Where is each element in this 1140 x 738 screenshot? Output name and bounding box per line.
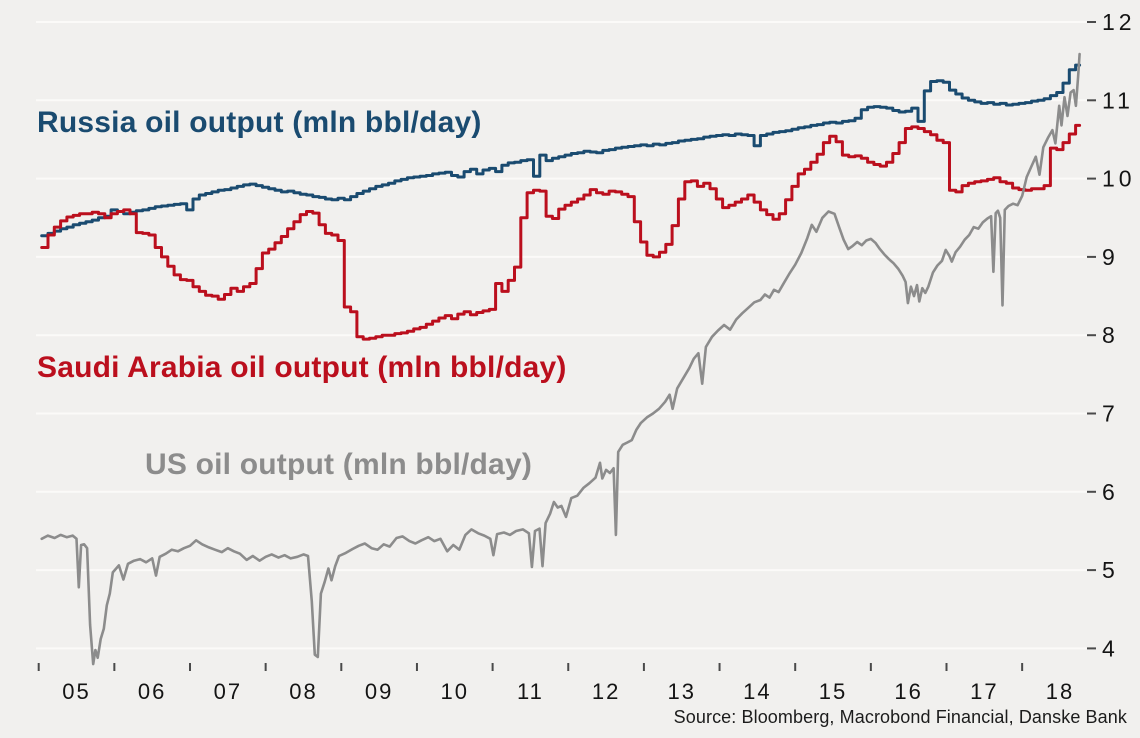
y-tick-label: 5 xyxy=(1102,557,1119,583)
us-line xyxy=(40,52,1081,666)
x-tick-label: 09 xyxy=(365,679,393,704)
x-tick-label: 10 xyxy=(441,679,469,704)
y-tick-label: 9 xyxy=(1102,244,1119,270)
x-tick-label: 14 xyxy=(743,679,771,704)
y-tick-label: 12 xyxy=(1102,9,1136,35)
series-label-russia: Russia oil output (mln bbl/day) xyxy=(37,106,482,139)
y-tick-label: 8 xyxy=(1102,322,1119,348)
y-tick-label: 10 xyxy=(1102,166,1136,192)
x-tick-label: 12 xyxy=(592,679,620,704)
x-tick-label: 15 xyxy=(819,679,847,704)
gridlines xyxy=(36,21,1092,650)
x-tick-label: 16 xyxy=(894,679,922,704)
series-label-saudi-arabia: Saudi Arabia oil output (mln bbl/day) xyxy=(37,351,567,384)
x-tick-label: 06 xyxy=(138,679,166,704)
x-tick-label: 11 xyxy=(517,679,544,704)
source-note: Source: Bloomberg, Macrobond Financial, … xyxy=(673,707,1127,727)
x-tick-label: 07 xyxy=(214,679,242,704)
saudi-line xyxy=(40,123,1082,341)
x-axis: 05 06 07 08 09 10 11 12 13 14 15 16 17 18 xyxy=(37,663,1074,704)
russia-line xyxy=(40,63,1082,238)
y-tick-label: 7 xyxy=(1102,401,1119,427)
y-tick-label: 4 xyxy=(1102,635,1119,661)
x-tick-label: 13 xyxy=(667,679,695,704)
x-tick-label: 05 xyxy=(62,679,90,704)
x-tick-label: 08 xyxy=(289,679,317,704)
x-tick-label: 18 xyxy=(1046,679,1074,704)
y-tick-label: 6 xyxy=(1102,479,1119,505)
y-tick-label: 11 xyxy=(1102,87,1134,113)
x-tick-label: 17 xyxy=(970,679,998,704)
y-axis: 12 11 10 9 8 7 6 5 4 xyxy=(1087,9,1136,661)
series-label-us: US oil output (mln bbl/day) xyxy=(145,448,533,481)
